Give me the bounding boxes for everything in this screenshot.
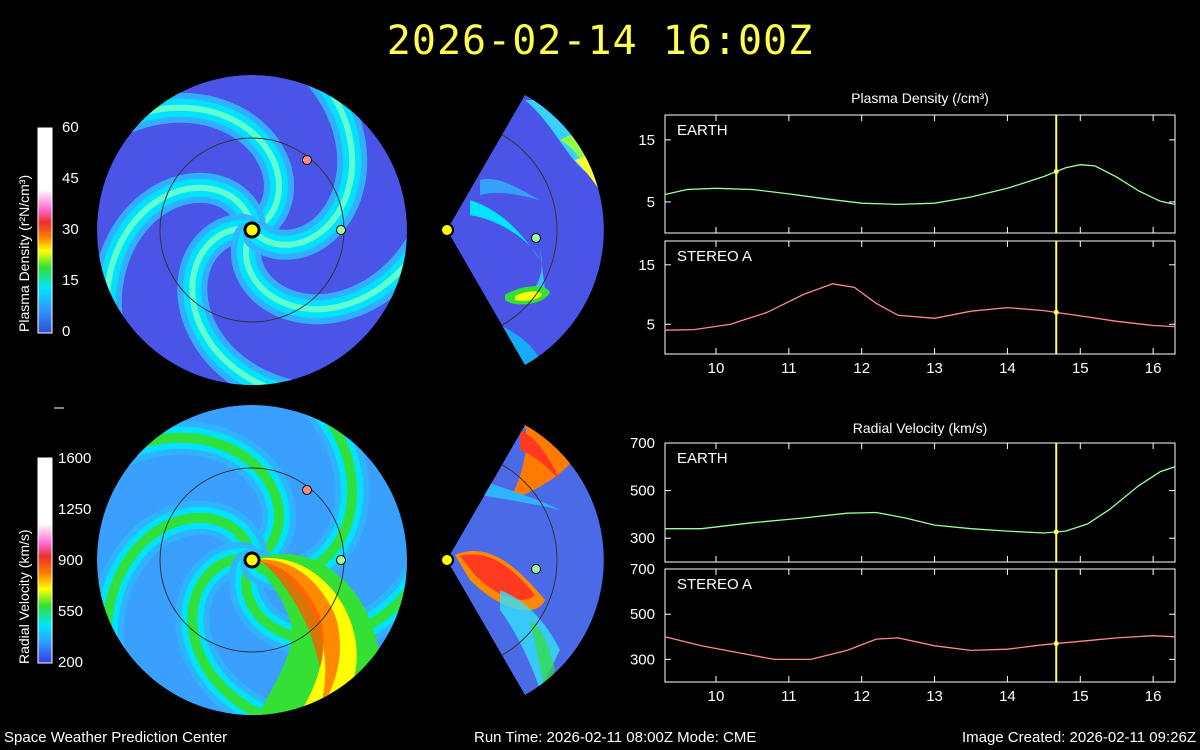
y-tick-label: 300 (630, 651, 655, 668)
velocity-panel-title: Radial Velocity (km/s) (852, 420, 988, 436)
current-value-point (1053, 309, 1059, 315)
series-line (664, 635, 1176, 661)
earth-marker (336, 225, 346, 235)
plot-frame (664, 240, 1176, 355)
velocity-tick-1600: 1600 (58, 450, 92, 467)
x-tick-label: 11 (781, 688, 797, 705)
velocity-wedge-earth-marker (531, 564, 541, 574)
series-line (665, 466, 1176, 534)
line-panel-3: STEREO A 300 500 700 10 11 12 13 14 15 16 (630, 561, 1176, 705)
panel-label: EARTH (677, 450, 728, 467)
density-tick-30: 30 (62, 221, 79, 238)
stereo-a-marker (302, 155, 312, 165)
x-tick-label: 10 (708, 688, 725, 705)
sun-marker (243, 221, 261, 239)
x-tick-label: 14 (999, 360, 1016, 377)
density-tick-60: 60 (62, 119, 79, 136)
panel-label: EARTH (677, 122, 728, 139)
panel-label: STEREO A (677, 248, 752, 265)
x-tick-label: 11 (781, 360, 797, 377)
y-tick-label: 15 (638, 132, 655, 149)
line-panel-2: EARTH 300 500 700 (630, 435, 1176, 563)
x-tick-label: 12 (853, 688, 870, 705)
density-ecliptic-disc (97, 75, 407, 385)
x-tick-label: 14 (999, 688, 1016, 705)
x-tick-label: 16 (1145, 688, 1162, 705)
wedge-sun-marker (440, 223, 454, 237)
density-colorbar-label: Plasma Density (r²N/cm³) (16, 174, 32, 332)
series-line (664, 164, 1176, 206)
plot-frame (664, 114, 1176, 234)
velocity-colorbar-label: Radial Velocity (km/s) (16, 529, 32, 664)
y-tick-label: 300 (630, 530, 655, 547)
x-tick-label: 13 (926, 360, 943, 377)
velocity-colorbar (37, 457, 53, 664)
x-tick-label: 13 (926, 688, 943, 705)
density-colorbar (37, 127, 53, 334)
footer-run-info: Run Time: 2026-02-11 08:00Z Mode: CME (474, 729, 757, 746)
plot-frame (664, 568, 1176, 683)
velocity-stereo-a-marker (302, 485, 312, 495)
x-tick-label: 15 (1072, 688, 1089, 705)
density-tick-45: 45 (62, 170, 79, 187)
y-tick-label: 700 (630, 435, 655, 452)
velocity-wedge-sun-marker (440, 553, 454, 567)
line-panel-1: STEREO A 5 15 10 11 12 13 14 15 16 (638, 240, 1176, 377)
current-value-point (1053, 169, 1059, 175)
density-panel-title: Plasma Density (/cm³) (851, 90, 989, 106)
footer-org: Space Weather Prediction Center (4, 729, 228, 746)
current-value-point (1053, 529, 1059, 535)
velocity-ecliptic-disc (97, 405, 407, 715)
y-tick-label: 5 (647, 194, 655, 211)
velocity-tick-1250: 1250 (58, 501, 92, 518)
plot-frame (664, 442, 1176, 563)
x-tick-label: 10 (708, 360, 725, 377)
y-tick-label: 15 (638, 257, 655, 274)
x-tick-label: 12 (853, 360, 870, 377)
panel-label: STEREO A (677, 576, 752, 593)
current-value-point (1053, 641, 1059, 647)
velocity-earth-marker (336, 555, 346, 565)
line-panel-0: EARTH 5 15 (638, 114, 1176, 234)
y-tick-label: 700 (630, 561, 655, 578)
x-tick-label: 16 (1145, 360, 1162, 377)
footer-created: Image Created: 2026-02-11 09:26Z (961, 729, 1196, 746)
density-tick-15: 15 (62, 272, 79, 289)
y-tick-label: 500 (630, 483, 655, 500)
velocity-tick-900: 900 (58, 552, 84, 569)
y-tick-label: 500 (630, 606, 655, 623)
velocity-tick-200: 200 (58, 654, 84, 671)
forecast-timestamp: 2026-02-14 16:00Z (386, 18, 814, 64)
y-tick-label: 5 (647, 316, 655, 333)
series-line (664, 283, 1176, 331)
density-tick-0: 0 (62, 323, 71, 340)
x-tick-label: 15 (1072, 360, 1089, 377)
wedge-earth-marker (531, 233, 541, 243)
velocity-sun-marker (243, 551, 261, 569)
velocity-tick-550: 550 (58, 603, 84, 620)
